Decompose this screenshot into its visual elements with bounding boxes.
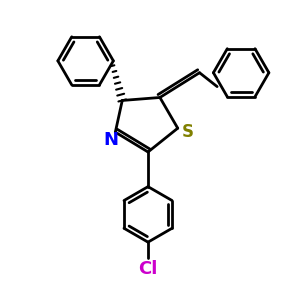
- Text: N: N: [104, 131, 119, 149]
- Text: S: S: [182, 123, 194, 141]
- Text: Cl: Cl: [138, 260, 158, 278]
